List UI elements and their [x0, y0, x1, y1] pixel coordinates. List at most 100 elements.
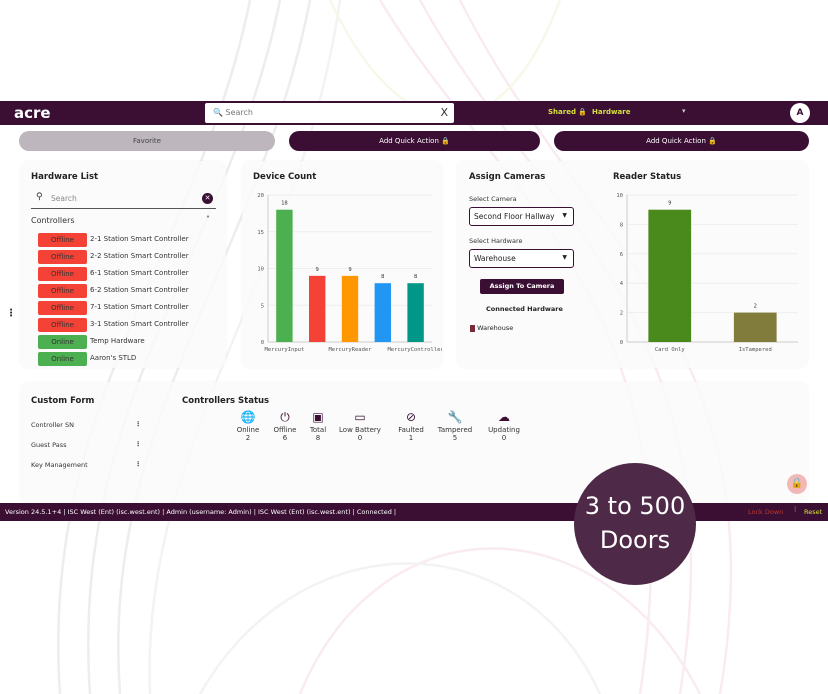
hardware-list-item[interactable]: Online Temp Hardware ⋮	[38, 335, 226, 349]
connected-hardware-name: Warehouse	[477, 324, 514, 332]
bar-card-only	[648, 209, 692, 342]
status-badge: Online	[38, 335, 87, 349]
custom-form-label: Guest Pass	[31, 441, 67, 449]
block-icon: ⊘	[405, 410, 417, 424]
avatar[interactable]: A	[790, 103, 810, 123]
y-tick-label: 10	[616, 193, 623, 199]
chevron-down-icon[interactable]: ▾	[682, 107, 686, 115]
status-updating: ☁ Updating 0	[480, 410, 528, 442]
cloud-upload-icon: ☁	[498, 410, 510, 424]
y-tick-label: 10	[257, 267, 264, 273]
reader-status-title: Reader Status	[613, 172, 682, 182]
add-quick-action-button-2[interactable]: Add Quick Action 🔒	[554, 131, 809, 151]
clear-icon[interactable]: ✕	[202, 193, 213, 204]
assign-cameras-panel: Assign Cameras Select Camera Second Floo…	[457, 161, 808, 368]
bar-mercuryreader	[341, 275, 359, 342]
hardware-value: Warehouse	[474, 254, 516, 263]
hardware-name: Temp Hardware	[90, 337, 145, 345]
hardware-list-item[interactable]: Online Aaron's STLD ⋮	[38, 352, 226, 366]
status-badge: Offline	[38, 233, 87, 247]
side-menu-icon[interactable]: ⋮	[6, 308, 16, 319]
data-label: 9	[316, 267, 319, 273]
chevron-down-icon: ▼	[562, 254, 567, 261]
camera-select[interactable]: Second Floor Hallway ▼	[469, 207, 574, 226]
status-low-battery: ▭ Low Battery 0	[336, 410, 384, 442]
hardware-list-item[interactable]: Offline 2-2 Station Smart Controller ⋮	[38, 250, 226, 264]
reader-status-chart: 0 2 4 6 8 10 9 Card Only 2 IsTampered	[616, 193, 798, 353]
y-tick-label: 0	[620, 340, 623, 346]
promo-line-2: Doors	[599, 526, 671, 554]
hardware-list-item[interactable]: Offline 3-1 Station Smart Controller ⋮	[38, 318, 226, 332]
hardware-list-panel: Hardware List ⚲ Search ✕ Controllers ˄ O…	[20, 161, 226, 368]
reset-button[interactable]: Reset	[804, 508, 823, 516]
controllers-group[interactable]: Controllers	[31, 216, 75, 225]
status-online: 🌐 Online 2	[224, 410, 272, 442]
more-options-icon[interactable]: ⋮	[135, 440, 142, 448]
status-value: 2	[245, 434, 251, 442]
data-label: 9	[668, 201, 671, 207]
footer-status-text: Version 24.5.1+4 | ISC West (Ent) (isc.w…	[5, 508, 397, 516]
connected-hardware-item[interactable]: Warehouse	[470, 324, 513, 332]
device-count-title: Device Count	[253, 172, 317, 182]
x-tick-label: MercuryController	[387, 347, 442, 353]
custom-form-item[interactable]: Controller SN ⋮	[31, 420, 142, 429]
custom-form-item[interactable]: Guest Pass ⋮	[31, 440, 142, 449]
hardware-name: 2-2 Station Smart Controller	[90, 252, 189, 260]
x-tick-label: MercuryInput	[265, 347, 305, 353]
hardware-select[interactable]: Warehouse ▼	[469, 249, 574, 268]
top-bar: acre 🔍 Search X Shared 🔒 Hardware ▾ A	[0, 101, 828, 125]
y-tick-label: 20	[257, 193, 264, 199]
custom-form-label: Key Management	[31, 461, 88, 469]
lock-down-button[interactable]: Lock Down	[748, 508, 784, 516]
custom-form-label: Controller SN	[31, 421, 75, 429]
hardware-list-item[interactable]: Offline 6-1 Station Smart Controller ⋮	[38, 267, 226, 281]
camera-value: Second Floor Hallway	[474, 212, 555, 221]
x-tick-label: IsTampered	[739, 347, 772, 353]
x-tick-label: MercuryReader	[328, 347, 372, 353]
assign-to-camera-button[interactable]: Assign To Camera	[480, 279, 564, 294]
device-count-panel: Device Count 0 5 10 15 20 18 MercuryInput 9 9 Mer…	[242, 161, 442, 368]
search-icon: ⚲	[36, 192, 43, 202]
data-label: 8	[414, 274, 417, 280]
global-search-input[interactable]: 🔍 Search X	[205, 103, 454, 123]
data-label: 2	[754, 304, 757, 310]
hardware-search-input[interactable]: ⚲ Search ✕	[31, 191, 216, 209]
hardware-name: 6-1 Station Smart Controller	[90, 269, 189, 277]
bar-mercuryinput	[276, 209, 293, 342]
search-placeholder: Search	[51, 194, 77, 203]
bar-mercuryoutput	[309, 275, 326, 342]
favorite-button[interactable]: Favorite	[19, 131, 275, 151]
more-options-icon[interactable]: ⋮	[135, 460, 142, 468]
lock-icon[interactable]: 🔒	[787, 474, 807, 494]
custom-form-item[interactable]: Key Management ⋮	[31, 460, 142, 469]
chevron-up-icon[interactable]: ˄	[206, 215, 210, 224]
status-label: Online	[236, 426, 260, 434]
chevron-down-icon: ▼	[562, 212, 567, 219]
status-label: Updating	[488, 426, 520, 434]
wrench-icon: 🔧	[447, 410, 463, 424]
select-camera-label: Select Camera	[469, 195, 517, 203]
device-count-chart: 0 5 10 15 20 18 MercuryInput 9 9 MercuryReader 8 8 M…	[257, 193, 442, 353]
more-options-icon[interactable]: ⋮	[135, 420, 142, 428]
battery-icon: ▭	[354, 410, 366, 424]
status-value: 8	[315, 434, 321, 442]
chip-icon: ▣	[312, 410, 324, 424]
assign-cameras-title: Assign Cameras	[469, 172, 546, 182]
data-label: 9	[348, 267, 351, 273]
hardware-select[interactable]: Hardware	[592, 108, 631, 116]
select-hardware-label: Select Hardware	[469, 237, 523, 245]
shared-toggle[interactable]: Shared 🔒	[548, 108, 588, 116]
hardware-list-item[interactable]: Offline 2-1 Station Smart Controller ⋮	[38, 233, 226, 247]
globe-icon: 🌐	[240, 410, 256, 424]
hardware-list-item[interactable]: Offline 6-2 Station Smart Controller ⋮	[38, 284, 226, 298]
y-tick-label: 4	[620, 281, 624, 287]
status-label: Faulted	[398, 426, 424, 434]
status-badge: Offline	[38, 250, 87, 264]
status-badge: Offline	[38, 284, 87, 298]
clear-search-button[interactable]: X	[440, 106, 448, 119]
data-label: 18	[281, 201, 288, 207]
search-placeholder: Search	[225, 108, 253, 117]
promo-badge: 3 to 500 Doors	[574, 463, 696, 585]
hardware-list-item[interactable]: Offline 7-1 Station Smart Controller ⋮	[38, 301, 226, 315]
add-quick-action-button[interactable]: Add Quick Action 🔒	[289, 131, 540, 151]
